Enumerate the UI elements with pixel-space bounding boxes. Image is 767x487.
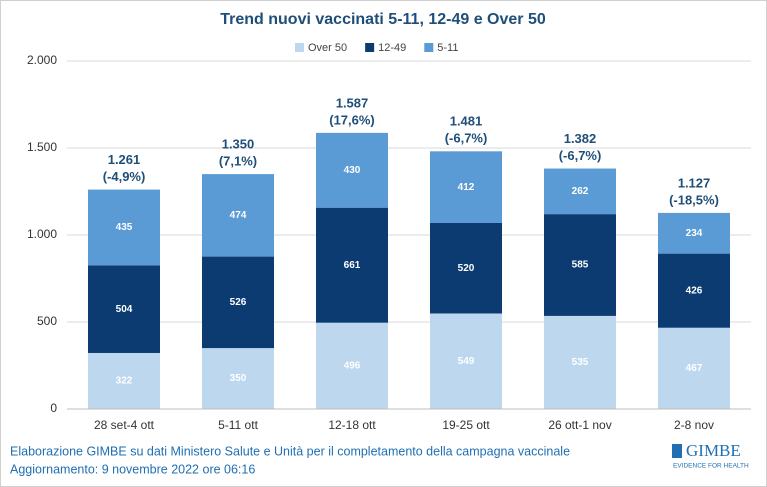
- segment-label: 322: [116, 376, 133, 387]
- logo-tagline: EVIDENCE FOR HEALTH: [673, 463, 749, 470]
- bar-segment: [544, 168, 616, 215]
- legend-label: Over 50: [308, 42, 347, 54]
- bar-segment: [430, 222, 502, 314]
- logo-icon: [672, 444, 682, 458]
- segment-label: 535: [572, 357, 589, 368]
- x-tick-label: 5-11 ott: [218, 418, 258, 432]
- bar-segment: [316, 132, 388, 208]
- bar-segment: [658, 212, 730, 254]
- segment-label: 520: [458, 263, 475, 274]
- legend-label: 5-11: [437, 42, 458, 54]
- segment-label: 467: [686, 363, 703, 374]
- bar-segment: [202, 256, 274, 349]
- y-tick-label: 0: [50, 401, 57, 415]
- total-label: 1.382: [564, 131, 597, 146]
- x-tick-label: 28 set-4 ott: [94, 418, 155, 432]
- legend-swatch: [424, 43, 434, 52]
- legend-label: 12-49: [378, 42, 406, 54]
- bar-segment: [88, 352, 160, 409]
- segment-label: 234: [686, 228, 703, 239]
- total-label: 1.481: [450, 114, 483, 129]
- segment-label: 526: [230, 297, 247, 308]
- segment-label: 262: [572, 186, 589, 197]
- change-label: (17,6%): [329, 112, 375, 127]
- segment-label: 496: [344, 360, 361, 371]
- x-tick-label: 12-18 ott: [328, 418, 376, 432]
- logo: GIMBE: [686, 441, 741, 460]
- segment-label: 430: [344, 165, 361, 176]
- bar-segment: [88, 265, 160, 353]
- legend-swatch: [365, 43, 375, 52]
- segment-label: 426: [686, 285, 703, 296]
- segment-label: 504: [116, 304, 133, 315]
- footer-line: Aggiornamento: 9 novembre 2022 ore 06:16: [10, 462, 255, 476]
- segment-label: 350: [230, 373, 247, 384]
- change-label: (-4,9%): [103, 169, 146, 184]
- y-tick-label: 2.000: [27, 53, 57, 67]
- bar-segment: [88, 189, 160, 266]
- chart-title: Trend nuovi vaccinati 5-11, 12-49 e Over…: [220, 11, 546, 28]
- change-label: (-6,7%): [559, 148, 602, 163]
- bar-segment: [430, 313, 502, 409]
- legend-swatch: [295, 43, 304, 52]
- segment-label: 435: [116, 222, 133, 233]
- segment-label: 549: [458, 356, 475, 367]
- segment-label: 412: [458, 182, 475, 193]
- y-tick-label: 500: [37, 314, 57, 328]
- bar-segment: [658, 327, 730, 409]
- x-tick-label: 26 ott-1 nov: [548, 418, 611, 432]
- segment-label: 585: [572, 260, 589, 271]
- total-label: 1.350: [222, 137, 255, 152]
- change-label: (-6,7%): [445, 131, 488, 146]
- bar-segment: [202, 174, 274, 257]
- y-tick-label: 1.000: [27, 227, 57, 241]
- bar-segment: [430, 151, 502, 223]
- total-label: 1.261: [108, 152, 141, 167]
- segment-label: 661: [344, 260, 361, 271]
- total-label: 1.127: [678, 175, 711, 190]
- bar-segment: [316, 207, 388, 323]
- bar-segment: [544, 315, 616, 409]
- bar-segment: [202, 348, 274, 409]
- bar-segment: [544, 214, 616, 316]
- change-label: (7,1%): [219, 154, 257, 169]
- x-tick-label: 19-25 ott: [442, 418, 490, 432]
- y-tick-label: 1.500: [27, 140, 57, 154]
- footer-line: Elaborazione GIMBE su dati Ministero Sal…: [10, 444, 570, 458]
- change-label: (-18,5%): [669, 192, 719, 207]
- x-tick-label: 2-8 nov: [674, 418, 714, 432]
- bar-segment: [658, 253, 730, 328]
- bar-segment: [316, 322, 388, 409]
- segment-label: 474: [230, 210, 247, 221]
- total-label: 1.587: [336, 95, 369, 110]
